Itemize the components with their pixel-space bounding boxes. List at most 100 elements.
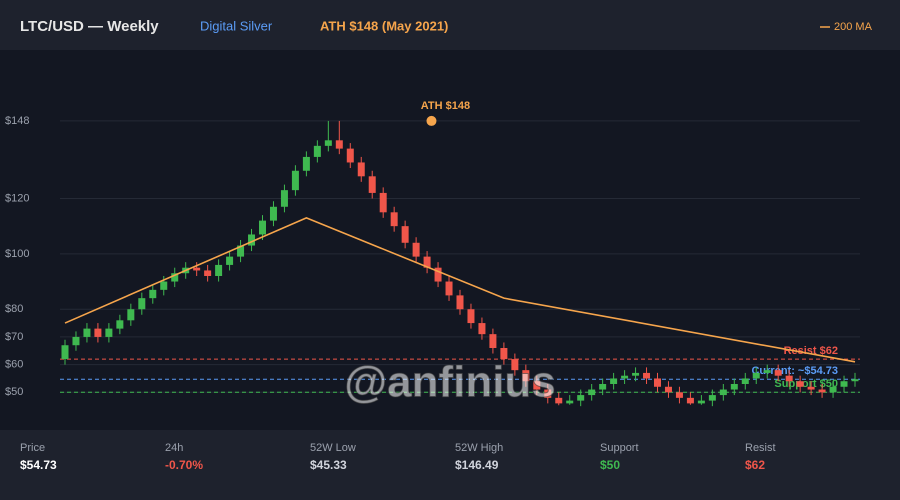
candle-body — [335, 140, 343, 149]
y-tick-label: $60 — [5, 359, 23, 371]
candle-body — [654, 378, 661, 387]
candle-body — [379, 192, 387, 213]
candle-body — [259, 220, 266, 235]
candle-body — [588, 389, 596, 396]
candle-body — [708, 395, 716, 401]
stat-label: 24h — [165, 442, 183, 454]
candle-body — [149, 289, 157, 299]
level-label: Current: ~$54.73 — [751, 365, 838, 377]
candle-body — [412, 242, 420, 257]
y-tick-label: $80 — [5, 303, 23, 315]
stat-value: $54.73 — [20, 458, 57, 472]
candle-body — [171, 273, 179, 282]
candle-body — [204, 270, 212, 276]
stat-label: Price — [20, 442, 45, 454]
y-tick-label: $148 — [5, 115, 29, 127]
candle-body — [621, 375, 629, 379]
stat-value: -0.70% — [165, 458, 203, 472]
watermark: @anfinius — [344, 358, 556, 407]
candle-body — [390, 212, 398, 227]
stats: Price $54.73 24h -0.70% 52W Low $45.33 52W Hig… — [20, 442, 776, 472]
candle-body — [533, 381, 541, 390]
candle-body — [313, 145, 321, 157]
candle-body — [840, 381, 848, 387]
ath-marker — [426, 115, 437, 126]
header-bar — [0, 0, 900, 50]
candle-body — [346, 148, 354, 163]
candle-body — [675, 392, 683, 398]
candle-body — [489, 334, 497, 348]
level-label: Support $50 — [774, 378, 838, 390]
ath-label: ATH $148 — [421, 100, 470, 112]
candle-body — [94, 328, 102, 337]
stat-value: $62 — [745, 458, 765, 472]
candle-body — [138, 298, 146, 310]
candle-body — [237, 245, 245, 257]
candle-body — [796, 381, 804, 387]
y-tick-label: $100 — [5, 248, 29, 260]
candle-body — [291, 170, 299, 191]
candle-body — [226, 256, 234, 265]
y-tick-label: $50 — [5, 386, 23, 398]
candle-body — [763, 370, 771, 373]
candle-body — [643, 372, 651, 379]
y-tick-label: $70 — [5, 331, 23, 343]
candle-body — [555, 397, 563, 404]
candle-body — [116, 320, 124, 329]
stat-value: $146.49 — [455, 458, 499, 472]
candle-body — [851, 379, 859, 382]
candle-body — [445, 281, 453, 296]
candle-body — [160, 281, 168, 290]
candle-body — [632, 372, 640, 376]
candle-body — [269, 206, 277, 221]
candle-body — [785, 375, 793, 382]
stat-label: 52W High — [455, 442, 503, 454]
candle-body — [467, 309, 475, 324]
legend-label: 200 MA — [834, 21, 873, 33]
candle-body — [72, 336, 80, 346]
candle-body — [741, 378, 749, 384]
candle-body — [829, 386, 837, 393]
candle-body — [215, 264, 223, 276]
candle-body — [324, 140, 332, 146]
candle-body — [302, 156, 310, 171]
candle-body — [500, 348, 508, 360]
plot: $50 $60 $70 $80 $100 $120 $148 Resist $62 Curren… — [5, 100, 860, 407]
candle-body — [280, 190, 288, 207]
candle-body — [357, 162, 365, 177]
candle-body — [752, 372, 760, 379]
candle-body — [456, 295, 464, 310]
tag: Digital Silver — [200, 18, 273, 33]
candle-body — [807, 386, 815, 390]
candle-body — [818, 389, 826, 393]
stat-label: 52W Low — [310, 442, 356, 454]
candle-body — [577, 395, 585, 401]
candle-body — [686, 397, 694, 404]
stat-label: Resist — [745, 442, 776, 454]
stat-value: $45.33 — [310, 458, 347, 472]
candle-body — [730, 384, 738, 390]
level-label: Resist $62 — [784, 345, 838, 357]
candle-body — [368, 176, 376, 193]
stats-bar — [0, 430, 900, 500]
candle-body — [774, 370, 782, 376]
candle-body — [610, 378, 618, 384]
candle-body — [522, 370, 530, 382]
candle-body — [599, 384, 607, 390]
candle-body — [478, 323, 486, 335]
stat-label: Support — [600, 442, 639, 454]
candle-body — [401, 226, 409, 243]
candle-body — [434, 267, 442, 282]
candle-body — [193, 267, 201, 271]
candle-body — [511, 359, 519, 371]
candle-body — [719, 389, 727, 396]
candle-body — [544, 389, 552, 398]
ath-note: ATH $148 (May 2021) — [320, 18, 448, 33]
candle-body — [127, 309, 135, 321]
candle-body — [83, 328, 91, 337]
candle-body — [566, 400, 574, 404]
candle-body — [697, 400, 705, 404]
ma-line — [64, 216, 856, 363]
